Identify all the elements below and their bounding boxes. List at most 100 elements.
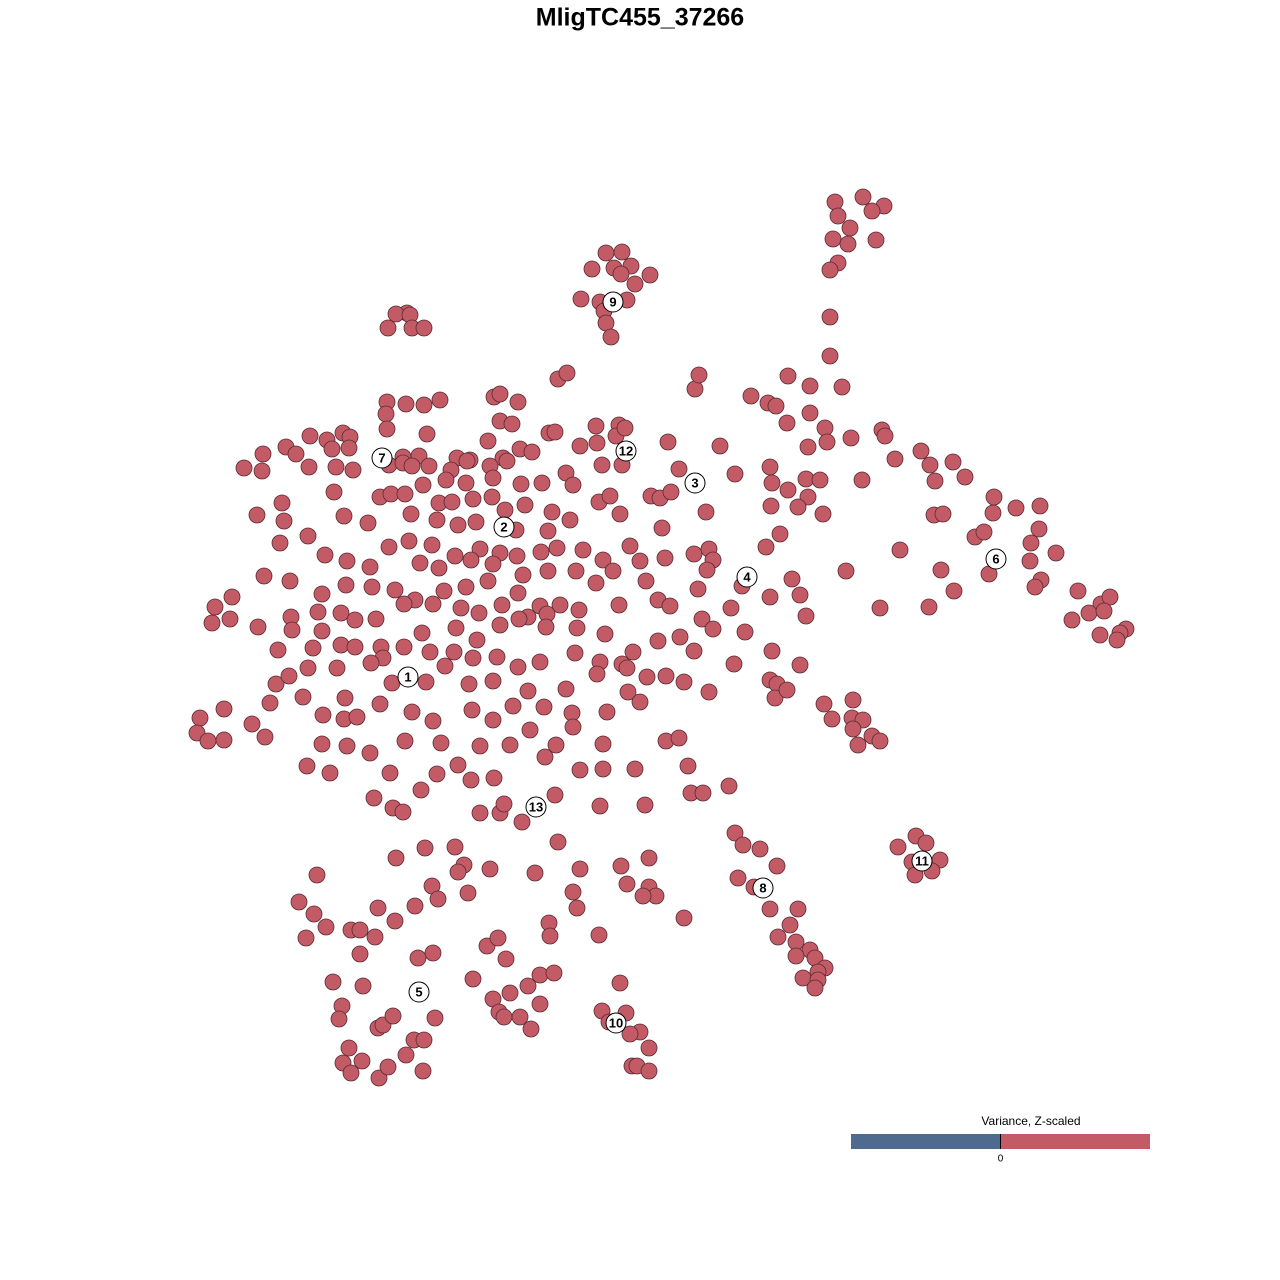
point: [484, 711, 502, 729]
point: [797, 607, 815, 625]
point: [984, 504, 1002, 522]
point: [1021, 552, 1039, 570]
point: [221, 610, 239, 628]
point: [338, 737, 356, 755]
point: [791, 656, 809, 674]
point: [757, 538, 775, 556]
point: [299, 659, 317, 677]
point: [512, 475, 530, 493]
point: [821, 308, 839, 326]
point: [619, 683, 637, 701]
point: [421, 643, 439, 661]
point: [431, 391, 449, 409]
point: [305, 905, 323, 923]
point: [249, 618, 267, 636]
point: [497, 950, 515, 968]
point: [742, 387, 760, 405]
point: [381, 764, 399, 782]
colorbar-segment: [851, 1134, 1001, 1149]
point: [379, 1058, 397, 1076]
point: [409, 949, 427, 967]
point: [806, 979, 824, 997]
point: [571, 761, 589, 779]
point: [726, 824, 744, 842]
point: [591, 797, 609, 815]
point: [346, 638, 364, 656]
point: [841, 219, 859, 237]
point: [533, 474, 551, 492]
point: [829, 207, 847, 225]
point: [323, 440, 341, 458]
point: [766, 689, 784, 707]
point: [449, 756, 467, 774]
point: [720, 777, 738, 795]
point: [546, 786, 564, 804]
point: [602, 328, 620, 346]
point: [594, 551, 612, 569]
point: [519, 682, 537, 700]
point: [445, 643, 463, 661]
point: [694, 784, 712, 802]
point: [564, 476, 582, 494]
point: [811, 471, 829, 489]
point: [653, 519, 671, 537]
point: [414, 476, 432, 494]
point: [734, 836, 752, 854]
point: [386, 581, 404, 599]
point: [325, 483, 343, 501]
point: [778, 414, 796, 432]
point: [934, 505, 952, 523]
point: [275, 512, 293, 530]
point: [308, 866, 326, 884]
point: [587, 417, 605, 435]
point: [779, 367, 797, 385]
point: [380, 538, 398, 556]
point: [510, 610, 528, 628]
point: [199, 732, 217, 750]
point: [583, 260, 601, 278]
point: [365, 789, 383, 807]
point: [1101, 588, 1119, 606]
point: [423, 536, 441, 554]
point: [354, 977, 372, 995]
cluster-label: 5: [415, 984, 422, 999]
point: [509, 393, 527, 411]
point: [536, 748, 554, 766]
cluster-marker: [615, 440, 637, 462]
point: [338, 552, 356, 570]
point: [763, 474, 781, 492]
point: [313, 585, 331, 603]
point: [659, 433, 677, 451]
point: [344, 461, 362, 479]
point: [567, 562, 585, 580]
point: [271, 534, 289, 552]
point: [787, 947, 805, 965]
point: [561, 511, 579, 529]
point: [871, 599, 889, 617]
point: [926, 472, 944, 490]
point: [397, 395, 415, 413]
point: [876, 427, 894, 445]
point: [509, 658, 527, 676]
point: [624, 643, 642, 661]
point: [504, 697, 522, 715]
point: [471, 804, 489, 822]
point: [779, 481, 797, 499]
point: [464, 490, 482, 508]
cluster-marker: [605, 1012, 627, 1034]
point: [287, 445, 305, 463]
point: [697, 503, 715, 521]
point: [571, 437, 589, 455]
point: [631, 552, 649, 570]
point: [406, 897, 424, 915]
point: [871, 732, 889, 750]
point: [557, 680, 575, 698]
point: [679, 757, 697, 775]
point: [290, 893, 308, 911]
point: [508, 547, 526, 565]
point: [616, 419, 634, 437]
point: [844, 720, 862, 738]
point: [566, 644, 584, 662]
point: [261, 694, 279, 712]
point: [1063, 611, 1081, 629]
